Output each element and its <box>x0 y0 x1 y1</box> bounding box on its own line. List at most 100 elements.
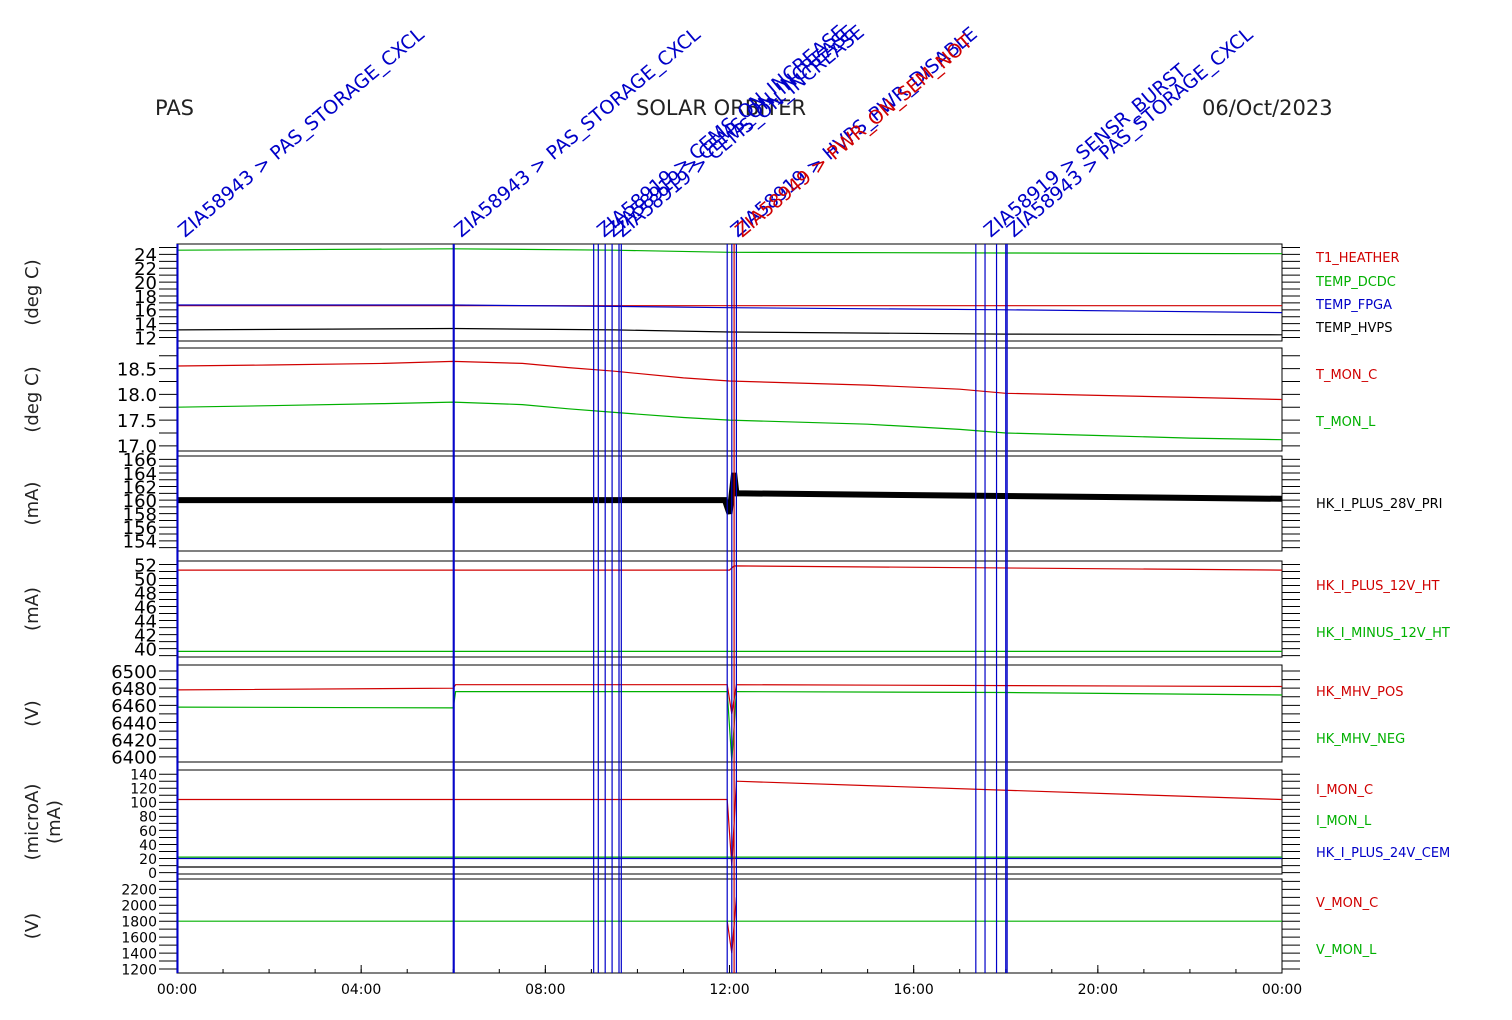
y-tick-label: 24 <box>134 245 157 266</box>
y-tick-label: 60 <box>139 824 157 840</box>
y-tick-label: 154 <box>123 532 157 553</box>
series-line-hk_mhv_pos <box>176 684 1283 714</box>
y-tick-label: 164 <box>123 464 157 485</box>
y-axis-label: (mA) <box>22 482 43 526</box>
y-tick-label: 6460 <box>111 696 157 717</box>
panel-frame <box>176 243 1283 342</box>
x-tick-label: 16:00 <box>893 982 933 998</box>
series-line-t_mon_l <box>176 401 1283 441</box>
panel-2: 17.0 17.5 18.0 18.5 (deg C) T_MON_C T_MON_L <box>22 347 1377 458</box>
y-tick-label: 0 <box>148 866 157 882</box>
y-tick-label: 2000 <box>121 899 157 915</box>
event-label: ZIA58943 > PAS_STORAGE_CXCL <box>174 23 429 242</box>
y-tick-label: 46 <box>134 597 157 618</box>
event-lines <box>176 244 1008 973</box>
y-tick-label: 50 <box>134 569 157 590</box>
y-axis-label: (microA) <box>22 784 43 861</box>
legend-entry: I_MON_L <box>1316 814 1372 829</box>
y-tick-label: 17.0 <box>117 437 157 458</box>
legend-entry: HK_MHV_POS <box>1316 685 1404 700</box>
panel-frame <box>176 664 1283 763</box>
y-tick-label: 18.5 <box>117 359 157 380</box>
legend-entry: T_MON_C <box>1315 368 1377 383</box>
y-tick-label: 20 <box>139 852 157 868</box>
x-tick-label: 20:00 <box>1078 982 1118 998</box>
y-tick-label: 20 <box>134 273 157 294</box>
y-axis-label: (deg C) <box>22 259 43 325</box>
date-title: 06/Oct/2023 <box>1202 96 1333 120</box>
y-tick-label: 42 <box>134 625 157 646</box>
y-tick-label: 18.0 <box>117 385 157 406</box>
panel-frame <box>176 878 1283 974</box>
series-line-hk_i_plus_28v_pri <box>177 472 1283 515</box>
instrument-title: PAS <box>155 96 195 120</box>
legend-entry: V_MON_L <box>1316 943 1377 958</box>
y-tick-label: 6440 <box>111 713 157 734</box>
y-axis-label: (deg C) <box>22 366 43 432</box>
y-tick-label: 1400 <box>121 946 157 962</box>
y-tick-label: 14 <box>134 315 157 336</box>
x-tick-label: 00:00 <box>157 982 197 998</box>
y-tick-label: 40 <box>134 639 157 660</box>
y-tick-label: 6400 <box>111 748 157 769</box>
y-tick-label: 6500 <box>111 662 157 683</box>
x-axis: 00:00 04:00 08:00 12:00 16:00 20:00 00:00 <box>157 965 1302 998</box>
legend-entry: T_MON_L <box>1315 415 1376 430</box>
y-tick-label: 2200 <box>121 883 157 899</box>
y-tick-label: 120 <box>130 782 157 798</box>
y-tick-label: 166 <box>123 450 157 471</box>
legend-entry: HK_I_PLUS_12V_HT <box>1316 579 1440 594</box>
series-line-temp_fpga <box>177 304 1283 314</box>
y-tick-label: 6420 <box>111 731 157 752</box>
series-line-temp_hvps <box>176 327 1283 336</box>
y-tick-label: 12 <box>134 328 157 349</box>
y-axis-label: (V) <box>22 913 43 939</box>
legend-entry: HK_I_MINUS_12V_HT <box>1316 626 1450 641</box>
series-line-temp_dcdc <box>176 248 1283 255</box>
legend-entry: T1_HEATHER <box>1315 251 1400 266</box>
y-axis-label: (V) <box>22 700 43 726</box>
y-tick-label: 80 <box>139 810 157 826</box>
event-label: ZIA58949 > PWR_ON_SEM_NOT <box>731 30 977 241</box>
y-tick-label: 44 <box>134 611 157 632</box>
panel-frame <box>176 560 1283 658</box>
x-tick-label: 08:00 <box>525 982 565 998</box>
y-tick-label: 1600 <box>121 930 157 946</box>
event-label: ZIA58943 > PAS_STORAGE_CXCL <box>1003 23 1258 242</box>
event-label: ZIA58919 > SENSR_BURST <box>980 60 1191 242</box>
y-tick-label: 140 <box>130 768 157 784</box>
y-tick-label: 40 <box>139 838 157 854</box>
legend-entry: HK_MHV_NEG <box>1316 732 1405 747</box>
series-line-i_mon_c <box>177 780 1283 866</box>
event-label: ZIA58919 > CEMS_ON_INCREASE <box>611 21 868 242</box>
event-labels: ZIA58943 > PAS_STORAGE_CXCL ZIA58943 > PA… <box>174 21 1257 242</box>
series-line-hk_i_plus_12v_ht <box>177 565 1283 571</box>
y-tick-label: 6480 <box>111 679 157 700</box>
y-tick-label: 162 <box>123 477 157 498</box>
legend-entry: HK_I_PLUS_24V_CEM <box>1316 846 1450 861</box>
legend-entry: TEMP_FPGA <box>1315 298 1392 313</box>
y-axis-label-2: (mA) <box>44 800 65 844</box>
event-label: ZIA58943 > PAS_STORAGE_CXCL <box>450 23 705 242</box>
x-tick-label: 00:00 <box>1262 982 1302 998</box>
x-tick-label: 12:00 <box>709 982 749 998</box>
y-tick-label: 48 <box>134 583 157 604</box>
legend-entry: HK_I_PLUS_28V_PRI <box>1316 497 1442 512</box>
legend-entry: TEMP_HVPS <box>1315 321 1392 336</box>
y-tick-label: 1800 <box>121 915 157 931</box>
series-line-t_mon_c <box>176 360 1283 401</box>
y-axis-label: (mA) <box>22 587 43 631</box>
y-tick-label: 22 <box>134 259 157 280</box>
y-tick-label: 52 <box>134 555 157 576</box>
y-tick-label: 18 <box>134 287 157 308</box>
legend-entry: TEMP_DCDC <box>1315 275 1396 290</box>
y-tick-label: 160 <box>123 491 157 512</box>
y-tick-label: 17.5 <box>117 411 157 432</box>
y-tick-label: 16 <box>134 301 157 322</box>
